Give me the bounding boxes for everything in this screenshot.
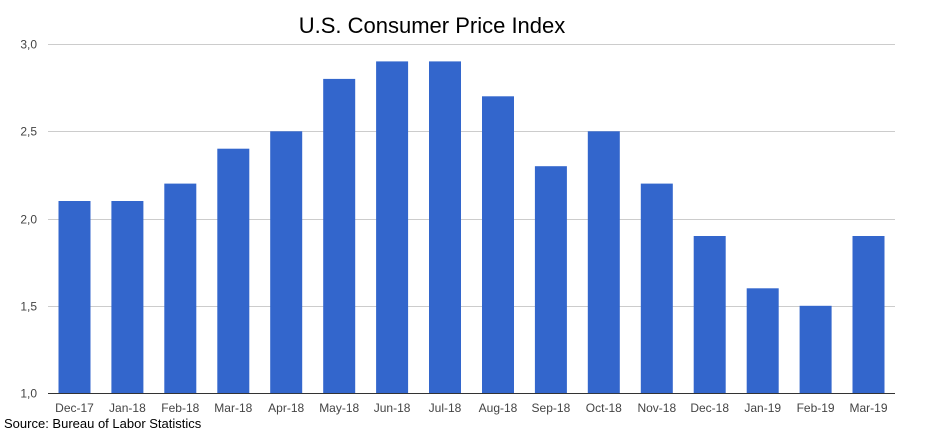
bar-may-18 (323, 78, 356, 394)
y-tick-label: 1,0 (20, 387, 37, 401)
bar-mar-18 (217, 148, 250, 393)
bar-jan-19 (746, 288, 779, 393)
x-axis-tick-labels: Dec-17 Jan-18 Feb-18 Mar-18 Apr-18 May-18 Jun-… (55, 401, 888, 415)
x-tick-label: Jun-18 (374, 401, 411, 415)
bar-nov-18 (640, 183, 673, 393)
x-tick-label: Oct-18 (586, 401, 622, 415)
y-tick-label: 2,0 (20, 213, 37, 227)
bar-mar-19 (852, 236, 885, 393)
x-tick-label: Feb-18 (161, 401, 199, 415)
y-tick-label: 2,5 (20, 125, 37, 139)
bar-jul-18 (429, 61, 461, 394)
x-tick-label: Nov-18 (637, 401, 676, 415)
x-tick-label: Aug-18 (479, 401, 518, 415)
source-note: Source: Bureau of Labor Statistics (4, 416, 202, 431)
x-tick-label: Mar-18 (214, 401, 252, 415)
bar-dec-17 (58, 201, 91, 393)
x-tick-label: Feb-19 (797, 401, 835, 415)
bar-feb-18 (164, 183, 197, 393)
x-tick-label: Mar-19 (849, 401, 887, 415)
y-tick-label: 3,0 (20, 38, 37, 52)
bar-feb-19 (799, 305, 832, 394)
bar-jun-18 (376, 61, 409, 394)
x-tick-label: Apr-18 (268, 401, 304, 415)
x-tick-label: Jan-18 (109, 401, 146, 415)
bar-dec-18 (693, 236, 726, 393)
bar-apr-18 (270, 131, 303, 394)
chart-title: U.S. Consumer Price Index (299, 13, 566, 38)
y-tick-label: 1,5 (20, 300, 37, 314)
x-tick-label: Dec-17 (55, 401, 94, 415)
x-tick-label: Sep-18 (532, 401, 571, 415)
x-tick-label: Jul-18 (429, 401, 462, 415)
bar-jan-18 (111, 201, 144, 393)
bars (58, 61, 885, 394)
x-tick-label: May-18 (319, 401, 359, 415)
bar-oct-18 (587, 131, 620, 394)
bar-aug-18 (482, 96, 514, 394)
bar-sep-18 (534, 166, 567, 393)
x-tick-label: Dec-18 (690, 401, 729, 415)
y-axis-tick-labels: 1,0 1,5 2,0 2,5 3,0 (20, 38, 37, 401)
x-tick-label: Jan-19 (744, 401, 781, 415)
